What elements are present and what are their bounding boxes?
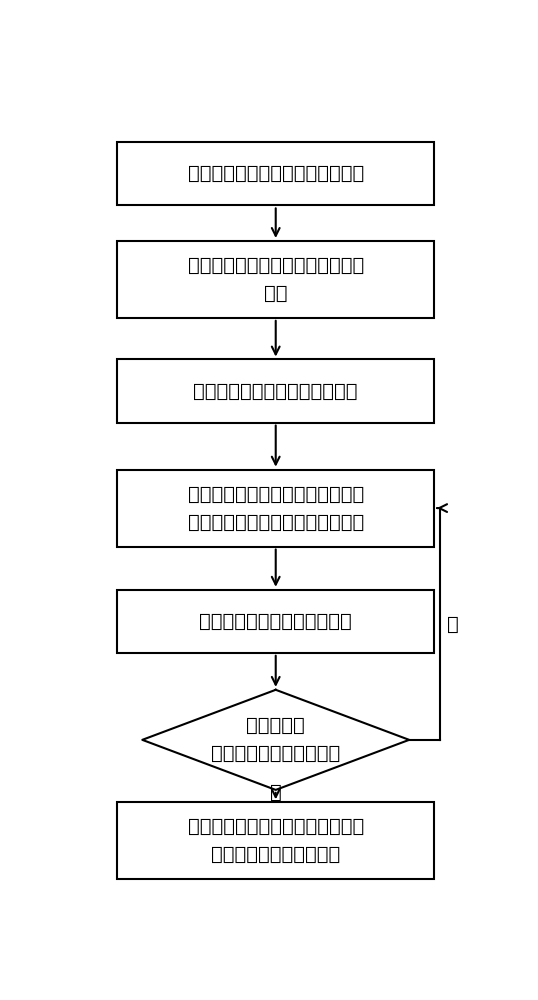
Text: 基于三维物理模型计算渗透率: 基于三维物理模型计算渗透率 xyxy=(200,612,352,631)
Text: 否: 否 xyxy=(447,614,458,633)
Text: 是: 是 xyxy=(270,783,281,802)
Text: 是否计算完
所有小块二值图的渗透率: 是否计算完 所有小块二值图的渗透率 xyxy=(211,716,341,763)
Bar xyxy=(117,359,434,423)
Bar xyxy=(117,590,434,653)
Bar xyxy=(117,470,434,547)
Polygon shape xyxy=(142,690,409,790)
Bar xyxy=(117,241,434,318)
Bar xyxy=(117,142,434,205)
Text: 将彩色声电成像测井图转换灰度图: 将彩色声电成像测井图转换灰度图 xyxy=(188,164,364,183)
Text: 分割灰度图中的裂缝及孔洞得到二
值图: 分割灰度图中的裂缝及孔洞得到二 值图 xyxy=(188,256,364,303)
Text: 将二值图切割成若干小块二值图: 将二值图切割成若干小块二值图 xyxy=(194,382,358,401)
Bar xyxy=(117,802,434,879)
Text: 利用所有小块二值图的渗透率，绘
制裂缝性地层渗透率曲线: 利用所有小块二值图的渗透率，绘 制裂缝性地层渗透率曲线 xyxy=(188,817,364,864)
Text: 取一个小块二值图，构建该小块二
值图的裂缝及孔洞的三维物理模型: 取一个小块二值图，构建该小块二 值图的裂缝及孔洞的三维物理模型 xyxy=(188,485,364,532)
